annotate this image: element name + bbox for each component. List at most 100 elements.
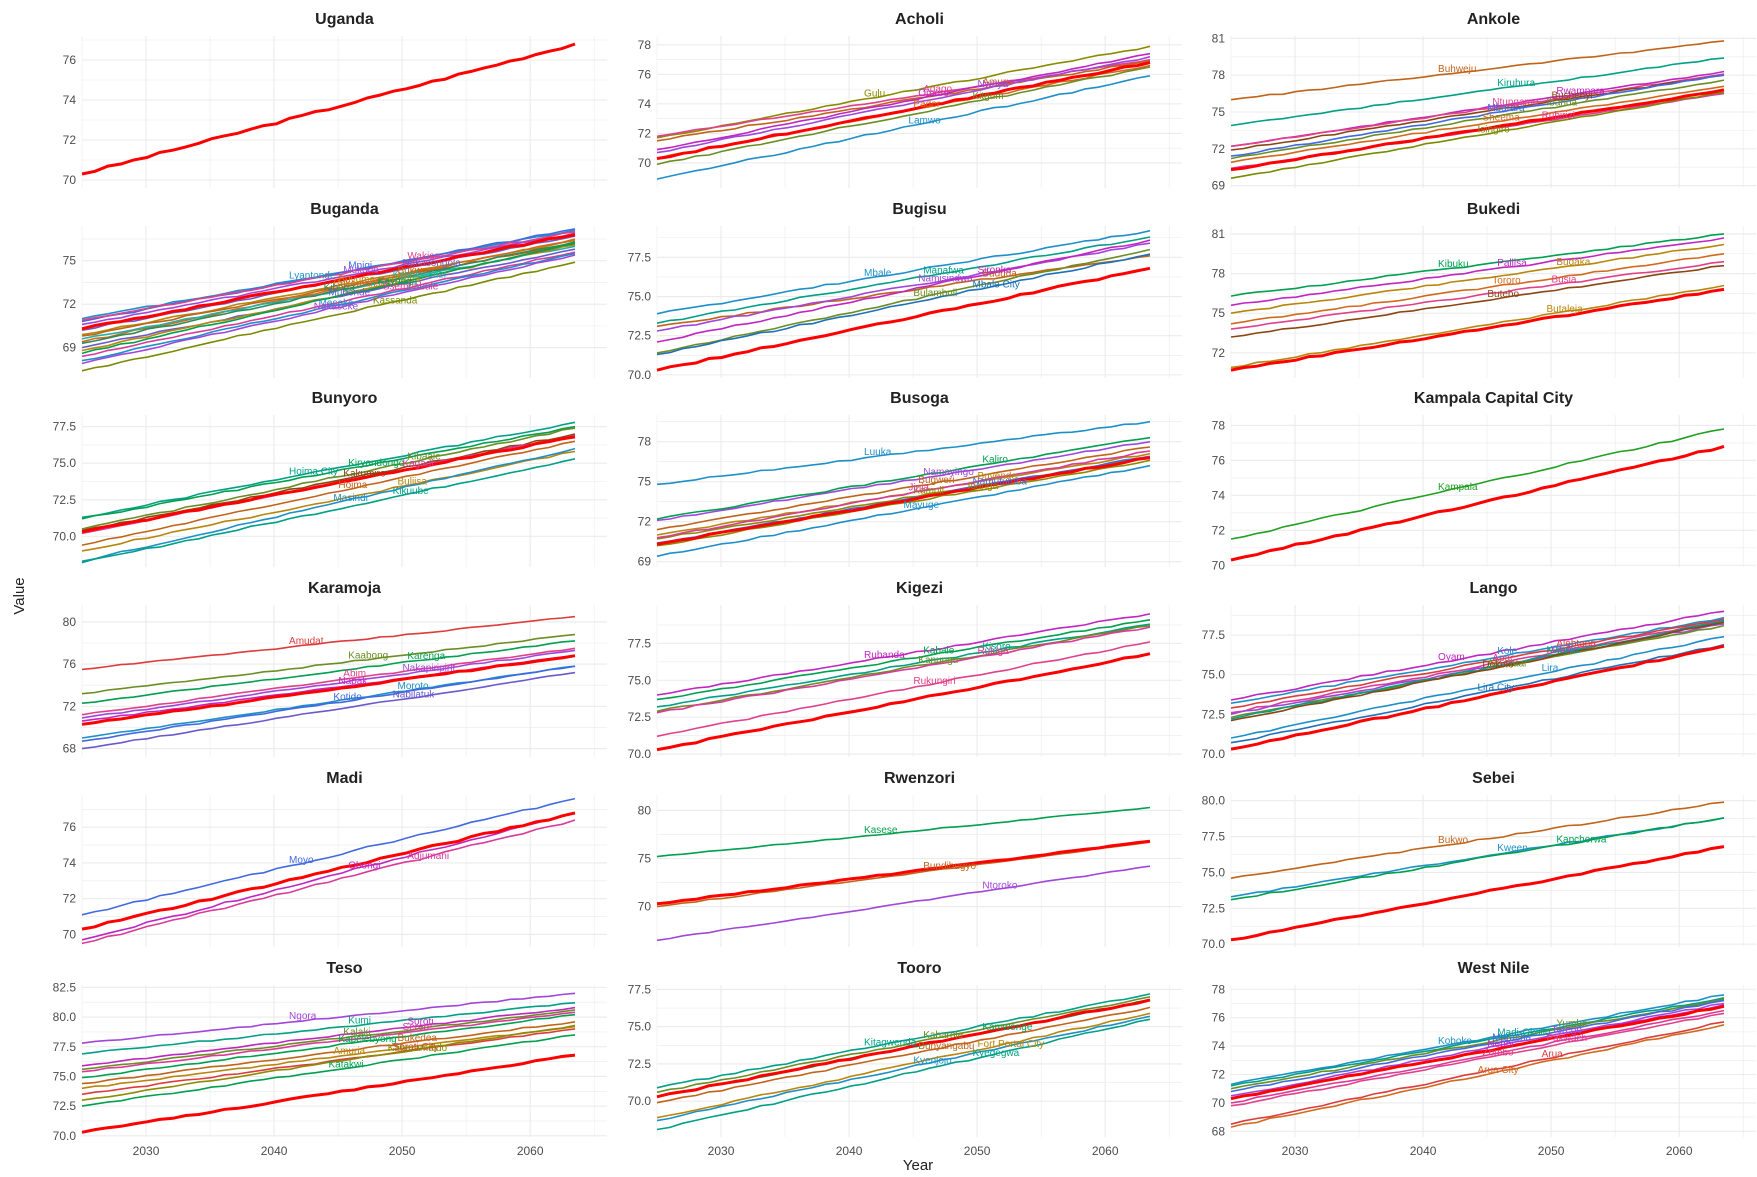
series-label: Kakumiro bbox=[343, 468, 386, 479]
y-tick-label: 78 bbox=[638, 435, 652, 449]
y-tick-label: 81 bbox=[1212, 227, 1226, 241]
y-tick-label: 74 bbox=[638, 97, 652, 111]
national-series-line bbox=[1230, 845, 1725, 942]
national-series-line bbox=[81, 654, 576, 726]
panel-title: Bukedi bbox=[1467, 201, 1520, 218]
series-line bbox=[81, 1025, 576, 1090]
national-series-line bbox=[81, 435, 576, 534]
y-tick-label: 75.0 bbox=[53, 456, 77, 470]
y-tick-label: 76 bbox=[1212, 453, 1226, 467]
series-label: Mpigi bbox=[348, 261, 372, 272]
series-line bbox=[656, 450, 1151, 539]
series-label: Jinja bbox=[908, 482, 929, 493]
series-label: Kiruhura bbox=[1497, 78, 1535, 89]
facet-panel: 70 72 74 76 Uganda bbox=[63, 11, 607, 188]
series-label: Pallisa bbox=[1497, 258, 1527, 269]
y-tick-label: 70.0 bbox=[1202, 937, 1226, 951]
panel-title: Acholi bbox=[895, 11, 944, 28]
y-tick-label: 75 bbox=[1212, 105, 1226, 119]
series-line bbox=[1230, 1021, 1725, 1125]
series-label: Tororo bbox=[1492, 276, 1521, 287]
series-label: Kasese bbox=[864, 825, 898, 836]
series-label: Bunyangabu bbox=[918, 1041, 974, 1052]
panel-title: Bugisu bbox=[892, 201, 946, 218]
series-line bbox=[1230, 57, 1725, 127]
series-label: Kamuli bbox=[913, 486, 944, 497]
series-line bbox=[81, 1013, 576, 1079]
y-tick-label: 81 bbox=[1212, 31, 1226, 45]
series-line bbox=[656, 993, 1151, 1089]
series-label: Luuka bbox=[864, 447, 892, 458]
x-tick-label: 2030 bbox=[1282, 1144, 1309, 1158]
y-tick-label: 70 bbox=[638, 900, 652, 914]
series-label: Nwoya bbox=[977, 79, 1008, 90]
panel-title: Kampala Capital City bbox=[1414, 390, 1573, 407]
series-line bbox=[1230, 233, 1725, 297]
series-line bbox=[81, 440, 576, 546]
panel-title: Bunyoro bbox=[312, 390, 378, 407]
y-tick-label: 75.0 bbox=[628, 673, 652, 687]
series-label: Nakasongola bbox=[402, 258, 461, 269]
series-line bbox=[81, 615, 576, 671]
y-tick-label: 80.0 bbox=[1202, 794, 1226, 808]
series-line bbox=[656, 236, 1151, 324]
series-line bbox=[656, 420, 1151, 486]
series-label: Mayuge bbox=[903, 500, 939, 511]
series-line bbox=[1230, 643, 1725, 744]
series-label: Bulambuli bbox=[913, 288, 957, 299]
series-label: Kabale bbox=[923, 645, 955, 656]
series-line bbox=[656, 996, 1151, 1094]
facet-panel: 70.0 72.5 75.0 77.5 80.0 82.5 2030 2040 2050 2060… bbox=[53, 960, 607, 1158]
y-tick-label: 72 bbox=[63, 297, 77, 311]
series-line bbox=[81, 241, 576, 345]
y-tick-label: 72 bbox=[63, 133, 77, 147]
panel-title: Sebei bbox=[1472, 770, 1515, 787]
series-label: Fort Portal City bbox=[977, 1039, 1044, 1050]
series-label: Bududa bbox=[982, 269, 1017, 280]
y-tick-label: 78 bbox=[1212, 267, 1226, 281]
y-tick-label: 70 bbox=[1212, 1096, 1226, 1110]
y-tick-label: 72 bbox=[63, 892, 77, 906]
series-label: Kapchorwa bbox=[1556, 835, 1606, 846]
national-series-line bbox=[1230, 1004, 1725, 1101]
series-label: Ntungamo bbox=[1492, 97, 1539, 108]
series-line bbox=[81, 819, 576, 945]
national-series-line bbox=[1230, 88, 1725, 172]
series-label: Yumbe bbox=[1556, 1019, 1588, 1030]
series-label: Nakapiripirit bbox=[402, 663, 455, 674]
y-tick-label: 72 bbox=[638, 126, 652, 140]
x-tick-label: 2040 bbox=[261, 1144, 288, 1158]
series-label: Kyenjojo bbox=[913, 1055, 952, 1066]
y-tick-label: 77.5 bbox=[628, 636, 652, 650]
y-tick-label: 72 bbox=[638, 515, 652, 529]
series-label: Amudat bbox=[289, 636, 324, 647]
y-tick-label: 78 bbox=[1212, 982, 1226, 996]
series-label: Sheema bbox=[1482, 112, 1520, 123]
series-label: Namayingo bbox=[923, 467, 974, 478]
series-label: Kamwenge bbox=[982, 1022, 1032, 1033]
y-tick-label: 72 bbox=[63, 699, 77, 713]
series-label: Budaka bbox=[1556, 257, 1590, 268]
y-tick-label: 70 bbox=[63, 173, 77, 187]
panel-title: Lango bbox=[1470, 580, 1518, 597]
series-label: Namutumba bbox=[973, 477, 1028, 488]
series-line bbox=[81, 261, 576, 372]
series-line bbox=[81, 633, 576, 695]
series-label: Arua bbox=[1542, 1049, 1564, 1060]
series-line bbox=[81, 797, 576, 916]
series-label: Bukwe bbox=[398, 266, 428, 277]
y-tick-label: 82.5 bbox=[53, 980, 77, 994]
series-label: Omoro bbox=[918, 88, 949, 99]
y-tick-label: 77.5 bbox=[628, 250, 652, 264]
series-label: Busia bbox=[1551, 274, 1576, 285]
panel-title: Ankole bbox=[1467, 11, 1520, 28]
series-label: Kanungu bbox=[918, 655, 958, 666]
series-line bbox=[1230, 1012, 1725, 1107]
series-line bbox=[81, 238, 576, 343]
series-label: Kole bbox=[1497, 646, 1517, 657]
national-series-line bbox=[1230, 444, 1725, 562]
series-line bbox=[1230, 91, 1725, 179]
series-label: Kween bbox=[1497, 843, 1528, 854]
series-line bbox=[81, 447, 576, 562]
series-label: Moroto bbox=[398, 681, 430, 692]
